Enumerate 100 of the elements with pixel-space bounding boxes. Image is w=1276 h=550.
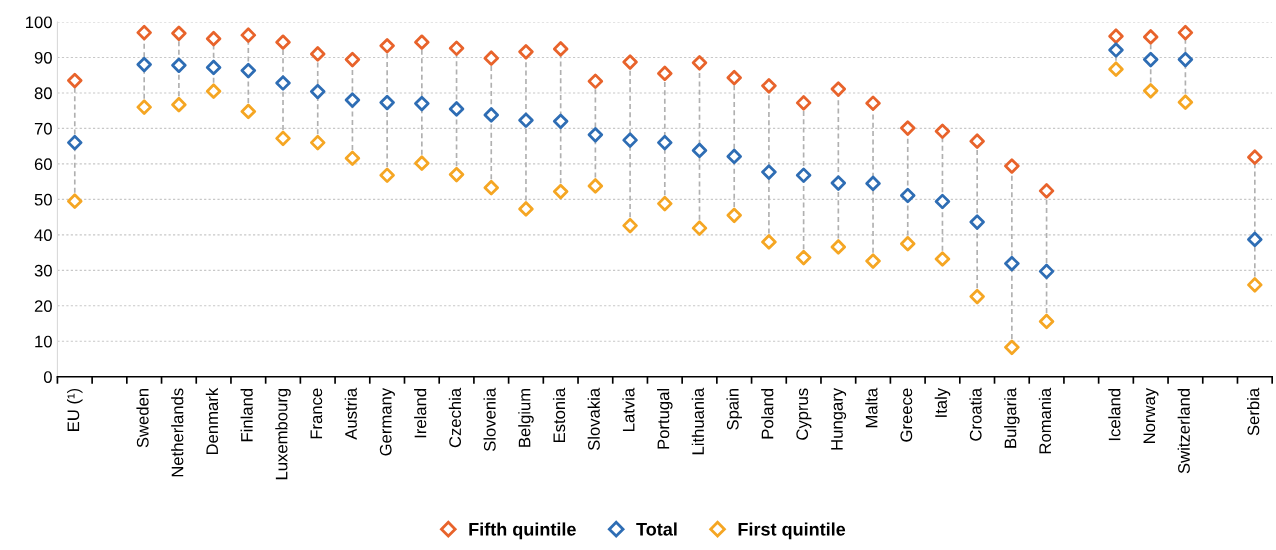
point bbox=[275, 34, 291, 50]
point bbox=[1142, 29, 1159, 45]
point bbox=[1108, 61, 1124, 77]
point bbox=[761, 234, 777, 250]
y-tick-label: 70 bbox=[34, 122, 52, 135]
x-tick-label: France bbox=[310, 388, 323, 439]
point bbox=[934, 123, 951, 140]
point bbox=[552, 41, 569, 57]
point bbox=[379, 167, 395, 184]
point bbox=[518, 112, 534, 129]
point bbox=[1038, 313, 1055, 330]
point bbox=[483, 50, 500, 66]
point bbox=[761, 78, 777, 94]
point bbox=[448, 101, 465, 117]
point bbox=[969, 214, 985, 230]
point bbox=[171, 57, 187, 74]
point bbox=[448, 166, 465, 183]
x-tick-label: Italy bbox=[934, 387, 951, 417]
x-tick-label: Portugal bbox=[657, 388, 673, 449]
point bbox=[657, 195, 673, 212]
point bbox=[934, 251, 951, 267]
point bbox=[344, 150, 361, 166]
point bbox=[1247, 277, 1263, 293]
point bbox=[830, 81, 847, 97]
point bbox=[67, 134, 83, 151]
point bbox=[518, 44, 534, 60]
y-tick-label: 50 bbox=[34, 193, 52, 206]
y-tick-label: 10 bbox=[35, 335, 52, 348]
point bbox=[830, 175, 847, 191]
point bbox=[795, 249, 812, 266]
legend-label: First quintile bbox=[738, 522, 846, 540]
point bbox=[761, 164, 777, 180]
point bbox=[344, 51, 361, 68]
x-tick-label: EU (¹) bbox=[67, 388, 83, 431]
point bbox=[379, 94, 395, 111]
point bbox=[899, 187, 916, 204]
x-tick-label: Slovakia bbox=[587, 387, 600, 451]
x-tick-label: Serbia bbox=[1247, 387, 1260, 436]
point bbox=[622, 217, 638, 234]
point bbox=[830, 239, 847, 255]
x-tick-label: Slovenia bbox=[483, 387, 496, 452]
x-tick-label: Croatia bbox=[969, 387, 982, 441]
x-tick-label: Austria bbox=[344, 387, 357, 440]
y-tick-label: 90 bbox=[34, 51, 52, 64]
x-tick-label: Bulgaria bbox=[1004, 387, 1020, 448]
point bbox=[726, 207, 742, 224]
x-tick-label: Norway bbox=[1143, 387, 1159, 443]
point bbox=[726, 148, 742, 165]
y-tick-label: 100 bbox=[26, 16, 52, 29]
point bbox=[1038, 263, 1055, 280]
point bbox=[657, 134, 673, 151]
point bbox=[1108, 28, 1124, 44]
point bbox=[240, 103, 257, 120]
point bbox=[552, 183, 569, 200]
point bbox=[1038, 183, 1055, 199]
x-tick-label: Belgium bbox=[518, 388, 534, 447]
point bbox=[587, 178, 604, 194]
point bbox=[865, 175, 881, 192]
point bbox=[934, 193, 951, 210]
point bbox=[1004, 255, 1020, 272]
point bbox=[899, 235, 916, 252]
point bbox=[240, 62, 257, 79]
x-tick-label: Iceland bbox=[1108, 388, 1121, 441]
point bbox=[691, 220, 708, 236]
point bbox=[67, 72, 83, 89]
point bbox=[483, 107, 500, 123]
x-tick-label: Sweden bbox=[136, 388, 149, 448]
point bbox=[171, 25, 187, 42]
point bbox=[1247, 149, 1263, 165]
x-tick-label: Romania bbox=[1038, 387, 1052, 454]
legend-label: Fifth quintile bbox=[469, 522, 576, 540]
x-tick-label: Cyprus bbox=[796, 388, 812, 440]
point bbox=[483, 179, 500, 196]
point bbox=[275, 130, 291, 147]
x-tick-label: Denmark bbox=[205, 387, 219, 455]
point bbox=[448, 40, 465, 57]
y-tick-label: 60 bbox=[34, 158, 52, 171]
point bbox=[518, 201, 534, 217]
point bbox=[1142, 83, 1159, 99]
x-tick-label: Latvia bbox=[622, 387, 635, 431]
point bbox=[552, 113, 569, 130]
point bbox=[1247, 231, 1263, 248]
point bbox=[136, 56, 152, 73]
x-tick-label: Switzerland bbox=[1177, 388, 1190, 474]
legend-label: Total bbox=[636, 522, 677, 536]
point bbox=[275, 75, 291, 91]
x-tick-label: Estonia bbox=[552, 387, 566, 443]
point bbox=[622, 132, 638, 148]
point bbox=[969, 133, 985, 149]
x-tick-label: Finland bbox=[240, 388, 253, 442]
point bbox=[795, 167, 812, 184]
x-tick-label: Luxembourg bbox=[275, 388, 291, 480]
x-tick-label: Germany bbox=[379, 387, 395, 456]
point bbox=[414, 95, 430, 112]
point bbox=[587, 73, 604, 89]
point bbox=[136, 24, 152, 41]
point bbox=[205, 83, 222, 99]
point bbox=[1177, 24, 1194, 41]
x-tick-label: Czechia bbox=[448, 387, 462, 448]
x-tick-label: Ireland bbox=[414, 388, 427, 438]
